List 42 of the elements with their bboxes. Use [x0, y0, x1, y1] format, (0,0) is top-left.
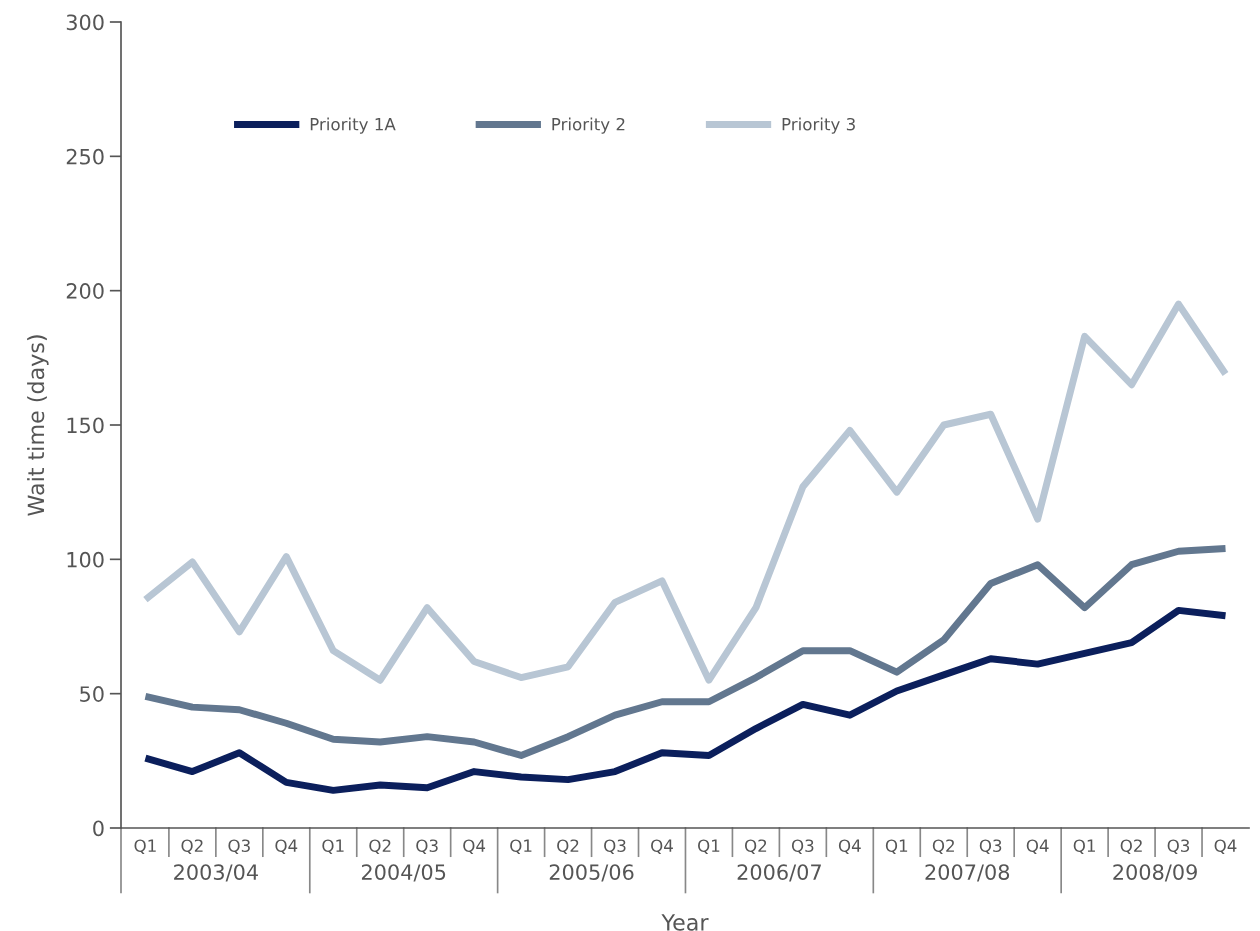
- text: 2004/05: [361, 864, 446, 882]
- x-tick-label: Q1: [1073, 839, 1095, 854]
- text: 2005/06: [549, 864, 634, 882]
- x-tick-label: Q3: [791, 839, 814, 854]
- x-tick-label: Q4: [651, 839, 673, 854]
- x-tick-label: Q4: [1026, 839, 1049, 854]
- y-tick-label: 250: [66, 148, 104, 165]
- x-tick-label: Q3: [1167, 839, 1190, 854]
- x-tick-label: Q3: [228, 839, 250, 854]
- x-tick-label: Q2: [369, 839, 391, 854]
- x-tick-label: Q1: [885, 839, 908, 854]
- x-tick-label: Q3: [416, 839, 438, 854]
- y-tick-label: 300: [66, 14, 104, 31]
- y-axis-title: Wait time (days): [27, 335, 49, 516]
- y-tick-label: 0: [93, 820, 104, 837]
- legend-label: Priority 2: [552, 117, 625, 134]
- text: 2008/09: [1113, 864, 1197, 882]
- y-tick-label: 100: [67, 551, 104, 568]
- x-tick-label: Q1: [134, 839, 156, 854]
- x-tick-label: Q1: [322, 839, 344, 854]
- x-axis-title: Year: [661, 914, 709, 931]
- legend-label: Priority 3: [782, 117, 855, 134]
- x-tick-label: Q2: [181, 839, 203, 854]
- text: 2007/08: [925, 864, 1010, 882]
- y-tick-label: 200: [66, 283, 104, 299]
- x-tick-label: Q2: [744, 839, 767, 854]
- y-tick-label: 150: [67, 417, 104, 434]
- x-tick-label: Q2: [557, 839, 579, 854]
- x-tick-label: Q1: [510, 839, 532, 854]
- text: 2003/04: [174, 864, 258, 882]
- text: 2006/07: [737, 864, 821, 882]
- x-tick-label: Q4: [838, 839, 861, 854]
- x-tick-label: Q1: [698, 839, 720, 854]
- y-tick-label: 50: [80, 686, 104, 702]
- x-tick-label: Q3: [979, 839, 1002, 854]
- x-tick-label: Q2: [932, 839, 954, 854]
- x-tick-label: Q2: [1120, 839, 1142, 854]
- x-tick-label: Q4: [275, 839, 298, 854]
- x-tick-label: Q3: [604, 839, 626, 854]
- x-tick-label: Q4: [463, 839, 486, 854]
- legend-label: Priority 1A: [310, 117, 396, 134]
- x-tick-label: Q4: [1214, 839, 1237, 854]
